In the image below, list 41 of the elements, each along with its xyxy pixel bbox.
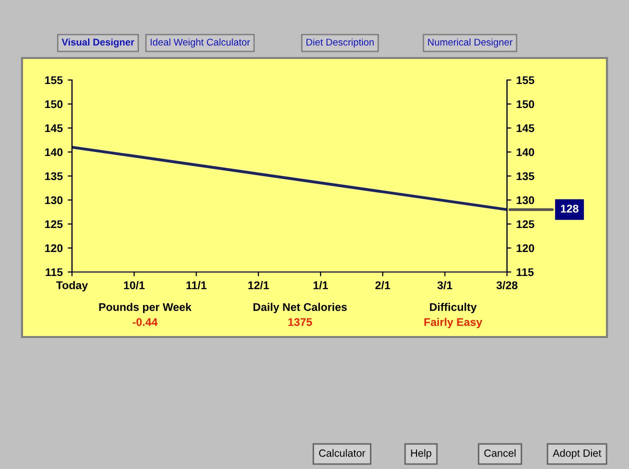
y-tick-label: 120	[45, 244, 63, 252]
text: 1375	[288, 318, 312, 326]
y2-tick-label: 130	[516, 196, 534, 204]
y2-tick-label: 115	[516, 268, 534, 276]
annotation: 128	[560, 204, 578, 213]
text: Pounds per Week	[99, 302, 192, 314]
y2-tick-label: 125	[516, 220, 534, 228]
y-tick-label: 125	[45, 220, 63, 228]
text: Daily Net Calories	[254, 302, 347, 314]
y2-tick-label: 155	[516, 76, 534, 84]
text: Help	[411, 449, 432, 459]
x-tick-label: 3/28	[496, 281, 518, 290]
y-tick-label: 150	[45, 100, 63, 108]
y-tick-label: 130	[45, 196, 63, 204]
text: Numerical Designer	[428, 38, 513, 48]
y-tick-label: 145	[45, 124, 63, 132]
text: Difficulty	[430, 302, 477, 314]
text: Diet Description	[306, 38, 374, 48]
text: Ideal Weight Calculator	[150, 38, 250, 48]
y2-tick-label: 140	[516, 148, 534, 156]
y2-tick-label: 150	[516, 100, 534, 108]
y2-tick-label: 145	[516, 124, 534, 132]
x-tick-label: 1/1	[314, 281, 328, 290]
text: Calculator	[319, 449, 366, 457]
text: Adopt Diet	[552, 449, 602, 459]
text: Visual Designer	[62, 38, 134, 48]
x-tick-label: 10/1	[124, 281, 145, 290]
y-tick-label: 140	[45, 148, 63, 156]
y2-tick-label: 135	[516, 172, 534, 180]
text: Cancel	[484, 449, 516, 457]
x-tick-label: 2/1	[375, 281, 390, 290]
y2-tick-label: 120	[516, 244, 534, 252]
y-tick-label: 135	[45, 172, 63, 180]
x-tick-label: 12/1	[248, 281, 269, 290]
text: -0.44	[132, 318, 158, 326]
x-tick-label: Today	[56, 281, 88, 292]
y-tick-label: 115	[46, 268, 63, 276]
y-tick-label: 155	[45, 76, 63, 84]
x-tick-label: 3/1	[437, 281, 452, 290]
text: Fairly Easy	[424, 318, 482, 328]
x-tick-label: 11/1	[186, 281, 206, 290]
